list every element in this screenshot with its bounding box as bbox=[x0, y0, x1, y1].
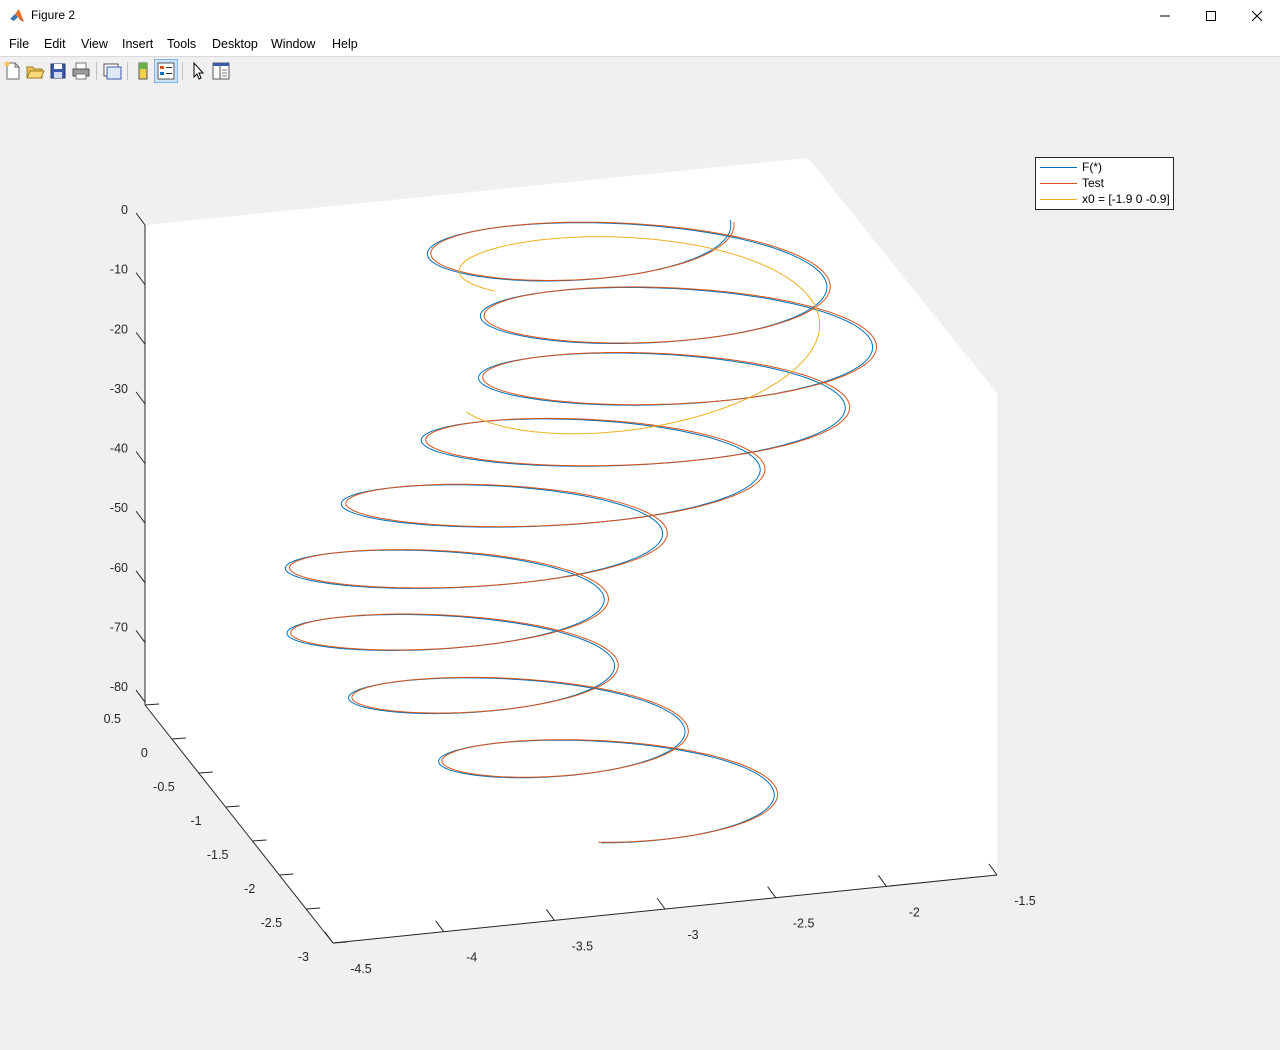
close-button[interactable] bbox=[1234, 0, 1280, 31]
tick-label: -2.5 bbox=[261, 916, 283, 930]
menu-bar: File Edit View Insert Tools Desktop Wind… bbox=[0, 31, 1280, 79]
tick-label: -50 bbox=[110, 501, 128, 515]
x-tick bbox=[324, 931, 334, 944]
tick-label: -40 bbox=[110, 442, 128, 456]
legend-entry: Test bbox=[1040, 176, 1170, 191]
y-tick bbox=[225, 805, 240, 808]
z-tick bbox=[135, 331, 146, 345]
z-tick bbox=[135, 212, 146, 226]
tick-label: 0.5 bbox=[104, 712, 121, 726]
x-tick bbox=[877, 875, 887, 887]
minimize-button[interactable] bbox=[1142, 0, 1188, 31]
toolbar-separator bbox=[182, 62, 183, 80]
pointer-icon[interactable] bbox=[187, 60, 209, 82]
z-tick bbox=[135, 272, 146, 285]
legend-label: x0 = [-1.9 0 -0.9] bbox=[1082, 192, 1170, 206]
tick-label: -3.5 bbox=[572, 939, 594, 953]
menu-desktop[interactable]: Desktop bbox=[212, 37, 258, 51]
series-line bbox=[289, 221, 878, 843]
legend-entry: F(*) bbox=[1040, 160, 1170, 175]
y-tick bbox=[279, 873, 294, 876]
tick-label: -2.5 bbox=[793, 917, 815, 931]
toolbar-separator bbox=[96, 62, 97, 80]
x-tick bbox=[545, 909, 555, 921]
legend-swatch bbox=[1040, 167, 1077, 168]
y-tick bbox=[171, 737, 186, 740]
legend[interactable]: F(*) Test x0 = [-1.9 0 -0.9] bbox=[1035, 157, 1174, 210]
tick-label: -30 bbox=[110, 382, 128, 396]
tick-label: -10 bbox=[110, 263, 128, 277]
colorbar-icon[interactable] bbox=[132, 60, 154, 82]
maximize-button[interactable] bbox=[1188, 0, 1234, 31]
matlab-icon bbox=[10, 9, 24, 22]
print-icon[interactable] bbox=[70, 60, 92, 82]
tick-label: -4.5 bbox=[350, 962, 372, 976]
z-tick bbox=[135, 630, 146, 643]
x-tick bbox=[656, 897, 666, 910]
z-tick bbox=[135, 570, 146, 584]
tick-label: -20 bbox=[110, 322, 128, 336]
toolbar-separator bbox=[127, 62, 128, 80]
menu-view[interactable]: View bbox=[81, 37, 108, 51]
tick-label: -60 bbox=[110, 561, 128, 575]
tick-label: -80 bbox=[110, 680, 128, 694]
property-editor-icon[interactable] bbox=[210, 60, 232, 82]
tick-label: -2 bbox=[909, 905, 920, 919]
tick-label: -4 bbox=[466, 951, 477, 965]
menu-edit[interactable]: Edit bbox=[44, 37, 66, 51]
window-title: Figure 2 bbox=[31, 8, 76, 22]
tick-label: -1.5 bbox=[207, 848, 229, 862]
menu-help[interactable]: Help bbox=[332, 37, 358, 51]
axes-back-plane bbox=[145, 158, 997, 943]
y-tick bbox=[144, 703, 160, 706]
open-icon[interactable] bbox=[24, 60, 46, 82]
tick-label: -3 bbox=[687, 928, 698, 942]
y-tick bbox=[306, 907, 321, 910]
close-icon bbox=[1252, 10, 1262, 21]
maximize-icon bbox=[1206, 10, 1216, 21]
tick-label: 0 bbox=[141, 746, 148, 760]
link-plot-icon[interactable] bbox=[101, 60, 123, 82]
y-axis-line bbox=[144, 704, 334, 944]
legend-swatch bbox=[1040, 199, 1077, 200]
y-tick bbox=[252, 839, 267, 842]
z-tick bbox=[135, 391, 146, 405]
new-figure-icon[interactable] bbox=[2, 60, 24, 82]
legend-swatch bbox=[1040, 183, 1077, 184]
y-tick bbox=[332, 941, 348, 944]
legend-entry: x0 = [-1.9 0 -0.9] bbox=[1040, 192, 1170, 207]
tick-label: 0 bbox=[121, 203, 128, 217]
legend-label: Test bbox=[1082, 176, 1105, 190]
tick-label: -3 bbox=[298, 950, 309, 964]
y-tick bbox=[198, 771, 213, 774]
menu-insert[interactable]: Insert bbox=[122, 37, 154, 51]
tick-label: -1.5 bbox=[1014, 894, 1036, 908]
menu-file[interactable]: File bbox=[9, 37, 30, 51]
minimize-icon bbox=[1160, 15, 1170, 16]
menu-tools[interactable]: Tools bbox=[167, 37, 197, 51]
z-tick bbox=[135, 689, 146, 703]
tick-label: -2 bbox=[244, 882, 255, 896]
series-line bbox=[458, 236, 821, 435]
tick-label: -1 bbox=[190, 814, 201, 828]
x-tick bbox=[988, 863, 998, 876]
save-icon[interactable] bbox=[47, 60, 69, 82]
tick-label: -0.5 bbox=[153, 780, 175, 794]
legend-icon[interactable] bbox=[154, 59, 178, 83]
x-tick bbox=[767, 886, 777, 898]
menu-window[interactable]: Window bbox=[271, 37, 316, 51]
legend-label: F(*) bbox=[1082, 160, 1102, 174]
z-tick bbox=[135, 510, 146, 524]
tick-label: -70 bbox=[110, 620, 128, 634]
x-tick bbox=[435, 920, 445, 932]
z-tick bbox=[135, 451, 146, 464]
